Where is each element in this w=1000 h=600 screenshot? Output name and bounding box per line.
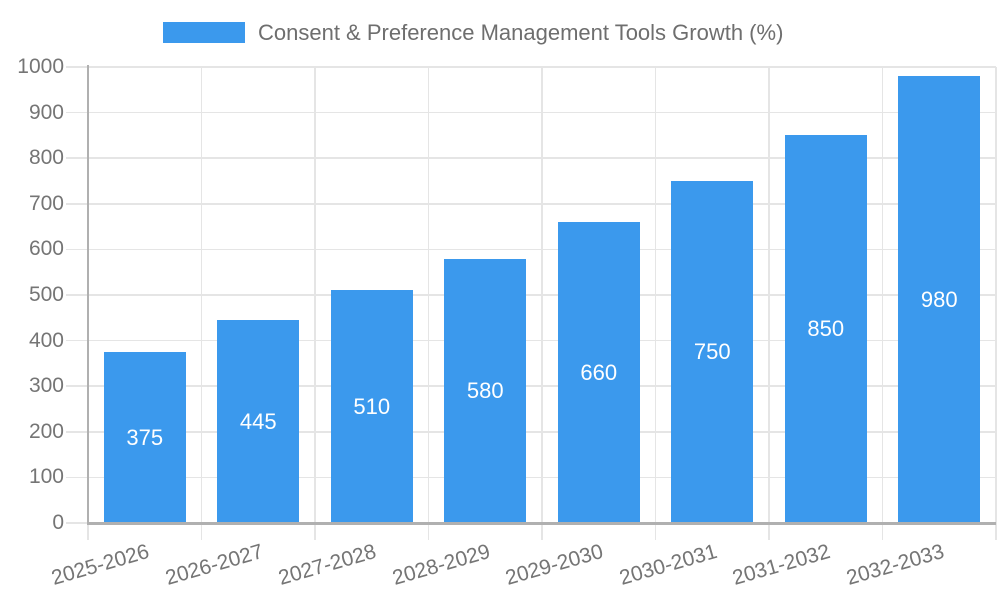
x-gridline xyxy=(995,67,997,540)
bar-value-label: 510 xyxy=(353,393,391,419)
bar[interactable] xyxy=(330,290,413,523)
y-tick-label: 1000 xyxy=(17,55,64,78)
bar-value-label: 445 xyxy=(239,408,277,434)
x-tick-label: 2030-2031 xyxy=(616,540,720,590)
x-gridline xyxy=(427,67,430,540)
x-gridline xyxy=(881,67,884,540)
x-gridline xyxy=(654,67,657,540)
x-tick-mark xyxy=(87,523,89,540)
y-tick-label: 900 xyxy=(28,100,64,124)
y-tick-label: 200 xyxy=(28,419,64,443)
bar[interactable] xyxy=(784,135,867,523)
x-gridline xyxy=(314,67,316,540)
y-gridline xyxy=(66,66,996,68)
x-tick-label: 2031-2032 xyxy=(730,540,834,590)
y-gridline xyxy=(66,476,996,479)
y-gridline xyxy=(66,111,996,114)
bar[interactable] xyxy=(898,76,981,523)
x-gridline xyxy=(768,67,770,540)
y-gridline xyxy=(66,294,996,296)
y-tick-label: 700 xyxy=(28,191,64,215)
bar-value-label: 850 xyxy=(807,316,845,342)
bar[interactable] xyxy=(217,320,300,523)
bar[interactable] xyxy=(557,222,640,523)
y-tick-label: 100 xyxy=(28,465,64,489)
x-tick-label: 2026-2027 xyxy=(162,540,266,590)
x-gridline xyxy=(200,67,203,540)
bar-value-label: 980 xyxy=(920,286,958,312)
bar-value-label: 750 xyxy=(693,339,731,364)
y-tick-label: 500 xyxy=(28,283,64,306)
x-tick-label: 2025-2026 xyxy=(49,540,153,590)
bar[interactable] xyxy=(671,181,754,523)
y-gridline xyxy=(66,431,996,433)
legend-label: Consent & Preference Management Tools Gr… xyxy=(258,19,784,45)
y-tick-label: 800 xyxy=(28,146,64,170)
bar-value-label: 580 xyxy=(466,377,504,403)
y-gridline xyxy=(66,385,996,387)
y-gridline xyxy=(66,339,996,342)
bar[interactable] xyxy=(103,352,186,523)
y-tick-mark xyxy=(66,522,88,524)
y-tick-label: 600 xyxy=(28,237,64,261)
y-gridline xyxy=(66,203,996,205)
x-tick-label: 2029-2030 xyxy=(503,540,607,590)
x-gridline xyxy=(541,67,543,540)
y-tick-label: 400 xyxy=(28,328,64,352)
x-tick-label: 2027-2028 xyxy=(276,540,380,590)
bar[interactable] xyxy=(444,258,527,523)
y-gridline xyxy=(66,157,996,159)
x-axis-line xyxy=(87,521,996,525)
y-gridline xyxy=(66,248,996,251)
y-tick-label: 300 xyxy=(28,374,64,398)
y-tick-label: 0 xyxy=(52,511,64,534)
bar-value-label: 660 xyxy=(580,359,618,385)
legend-swatch xyxy=(163,22,245,43)
x-tick-label: 2032-2033 xyxy=(843,540,947,590)
legend[interactable]: Consent & Preference Management Tools Gr… xyxy=(163,19,783,46)
bar-value-label: 375 xyxy=(126,424,164,450)
x-tick-label: 2028-2029 xyxy=(389,540,493,590)
y-axis-line xyxy=(86,65,89,525)
